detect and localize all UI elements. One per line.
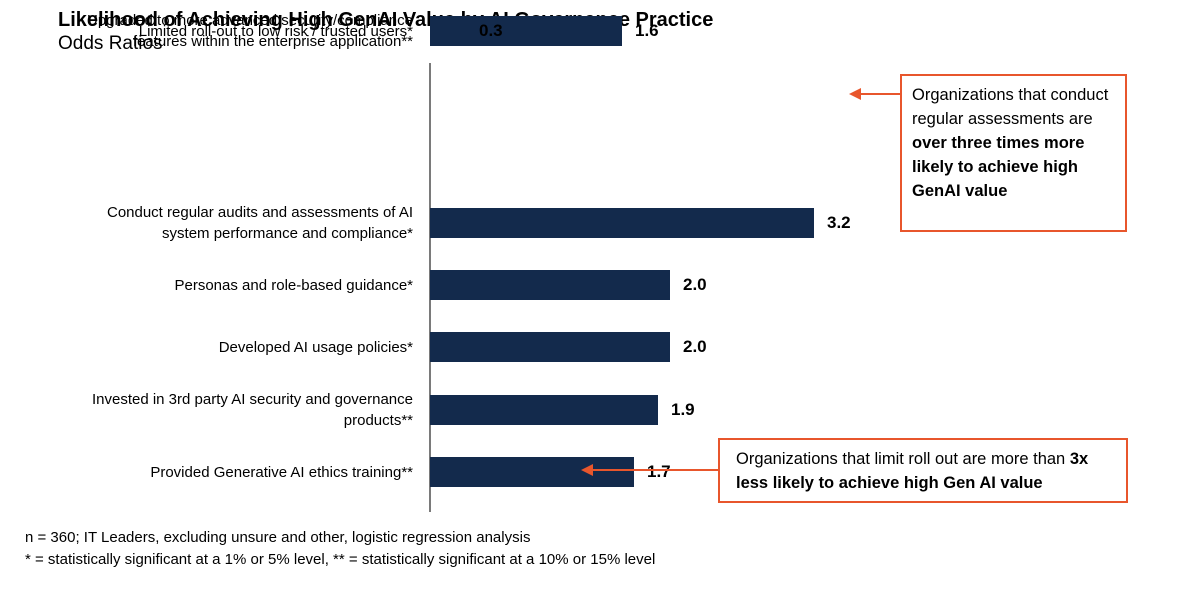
footnote-significance: * = statistically significant at a 1% or… [25, 551, 656, 568]
category-label: Provided Generative AI ethics training** [150, 463, 413, 481]
bar [430, 16, 466, 46]
category-label: Personas and role-based guidance* [174, 276, 414, 294]
bar [430, 457, 634, 487]
bar-row: Conduct regular audits and assessments o… [0, 192, 1204, 254]
bar-track: 2.0 [430, 332, 707, 362]
category-label: Developed AI usage policies* [218, 338, 413, 356]
footnote-sample: n = 360; IT Leaders, excluding unsure an… [25, 529, 531, 546]
bar-row: Developed AI usage policies* 2.0 [0, 316, 1204, 378]
bar-track: 2.0 [430, 270, 707, 300]
value-label: 1.9 [671, 400, 695, 419]
bar-track: 0.3 [430, 16, 503, 46]
category-label: Conduct regular audits and assessments o… [106, 204, 413, 242]
bar [430, 395, 658, 425]
callout-bottom-bold-text: 3x less likely to achieve high Gen AI va… [736, 450, 1089, 492]
category-label: Invested in 3rd party AI security and go… [91, 391, 413, 429]
callout-top-arrow-head-icon [849, 88, 861, 100]
callout-top-text: Organizations that conduct regular asses… [912, 86, 1109, 128]
bar [430, 332, 670, 362]
value-label: 0.3 [479, 21, 503, 40]
bar-track: 1.7 [430, 457, 671, 487]
category-label: Limited roll-out to low risk / trusted u… [138, 22, 413, 40]
value-label: 1.6 [635, 21, 659, 40]
bar [430, 208, 814, 238]
bar-row: Upgraded to more advanced security/compl… [0, 0, 1204, 62]
value-label: 2.0 [683, 337, 707, 356]
value-label: 2.0 [683, 275, 707, 294]
bar-row: Personas and role-based guidance* 2.0 [0, 254, 1204, 316]
bar-row: Invested in 3rd party AI security and go… [0, 379, 1204, 441]
footnotes: n = 360; IT Leaders, excluding unsure an… [25, 527, 655, 571]
callout-top: Organizations that conduct regular asses… [900, 74, 1127, 232]
callout-bottom-arrow-head-icon [581, 464, 593, 476]
bar-row: Limited roll-out to low risk / trusted u… [0, 0, 1204, 62]
bar [430, 270, 670, 300]
value-label: 1.7 [647, 462, 671, 481]
value-label: 3.2 [827, 213, 851, 232]
callout-bottom-text: Organizations that limit roll out are mo… [736, 450, 1070, 468]
chart-subtitle: Odds Ratios [58, 33, 163, 54]
category-label: Upgraded to more advanced security/compl… [86, 12, 413, 50]
callout-top-arrow-line [860, 93, 900, 95]
callout-bottom: Organizations that limit roll out are mo… [718, 438, 1128, 503]
bar-track: 3.2 [430, 208, 851, 238]
bar-track: 1.9 [430, 395, 695, 425]
callout-bottom-arrow-line [592, 469, 718, 471]
callout-top-bold-text: over three times more likely to achieve … [912, 134, 1085, 200]
bar-row: Provided Generative AI ethics training**… [0, 441, 1204, 503]
